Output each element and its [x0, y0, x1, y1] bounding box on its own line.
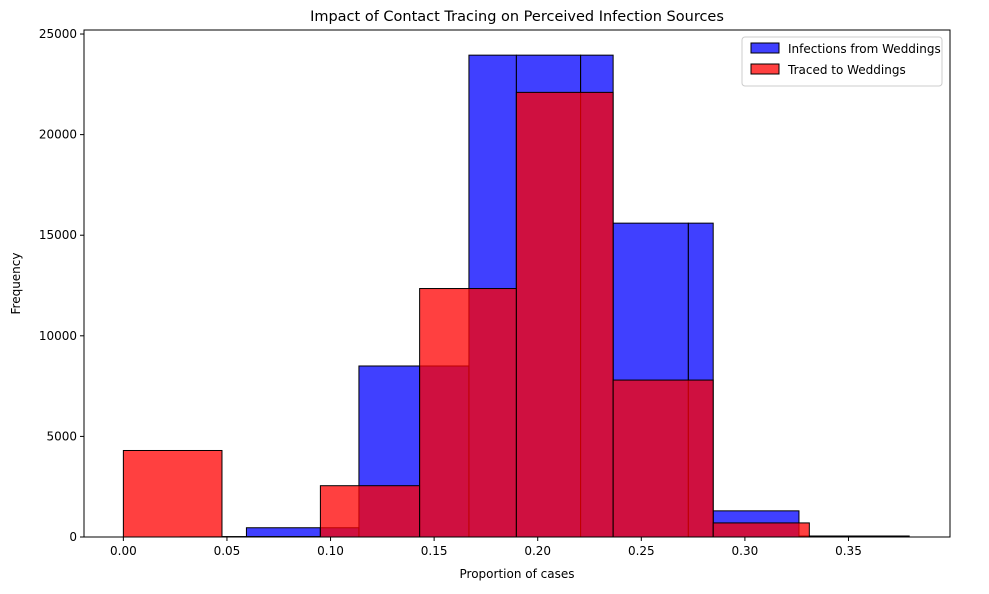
x-tick-label: 0.25 — [628, 544, 655, 558]
y-tick-label: 15000 — [39, 228, 77, 242]
y-tick-label: 0 — [69, 530, 77, 544]
x-tick-label: 0.00 — [110, 544, 137, 558]
bar-traced-6 — [713, 523, 809, 537]
x-tick-label: 0.35 — [835, 544, 862, 558]
x-tick-label: 0.15 — [421, 544, 448, 558]
legend-label-infections-from-weddings: Infections from Weddings — [788, 42, 941, 56]
bar-traced-3 — [420, 289, 517, 537]
legend-swatch-infections-from-weddings — [751, 43, 779, 53]
chart-title: Impact of Contact Tracing on Perceived I… — [310, 9, 724, 25]
legend: Infections from Weddings Traced to Weddi… — [742, 37, 942, 86]
bar-traced-5 — [613, 380, 713, 537]
y-tick-label: 10000 — [39, 329, 77, 343]
x-tick-label: 0.30 — [732, 544, 759, 558]
y-axis-label: Frequency — [9, 253, 23, 315]
bar-traced-0 — [123, 450, 222, 537]
y-tick-label: 25000 — [39, 27, 77, 41]
legend-label-traced-to-weddings: Traced to Weddings — [787, 63, 906, 77]
y-tick-label: 5000 — [46, 429, 77, 443]
bar-traced-2 — [320, 486, 419, 537]
x-tick-label: 0.05 — [214, 544, 241, 558]
y-tick-label: 20000 — [39, 128, 77, 142]
y-axis: 0 5000 10000 15000 20000 25000 — [39, 27, 84, 544]
legend-swatch-traced-to-weddings — [751, 64, 779, 74]
bar-traced-4 — [516, 92, 613, 537]
bar-infections-1 — [246, 528, 320, 537]
x-axis: 0.00 0.05 0.10 0.15 0.20 0.25 0.30 0.35 — [110, 537, 862, 558]
x-tick-label: 0.20 — [524, 544, 551, 558]
x-axis-label: Proportion of cases — [460, 567, 575, 581]
x-tick-label: 0.10 — [317, 544, 344, 558]
